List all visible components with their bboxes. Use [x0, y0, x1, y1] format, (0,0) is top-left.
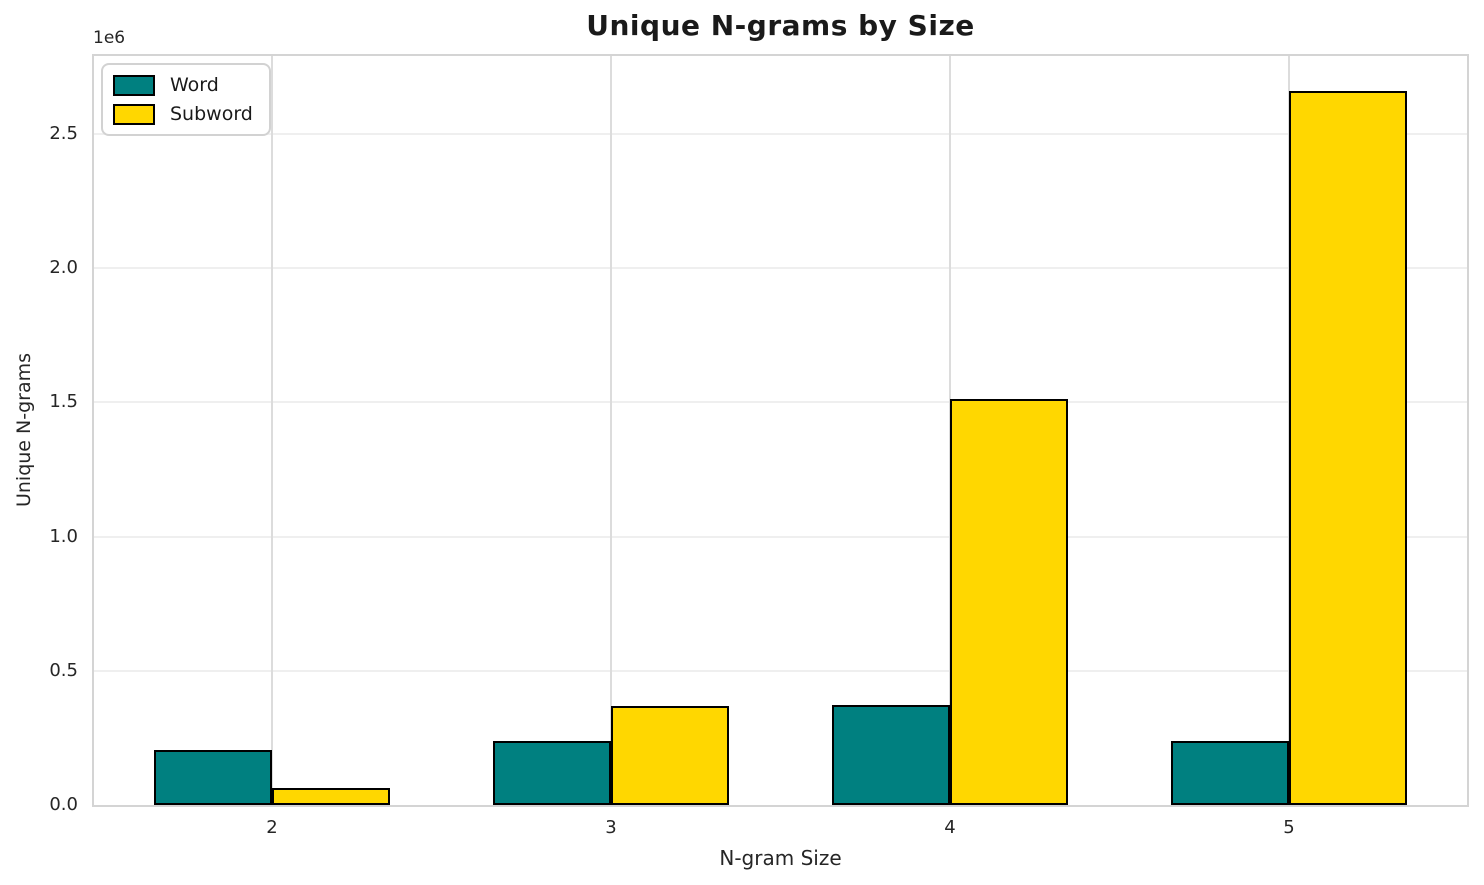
bar-word-4 — [832, 705, 950, 805]
x-axis-label: N-gram Size — [719, 846, 842, 870]
y-tick-label: 2.5 — [49, 122, 78, 144]
bar-subword-5 — [1289, 91, 1407, 805]
gridline-horizontal — [94, 669, 1467, 672]
gridline-vertical — [610, 56, 612, 805]
x-tick-label: 4 — [944, 817, 956, 838]
gridline-vertical — [271, 56, 273, 805]
legend: Word Subword — [101, 63, 271, 136]
y-axis-label: Unique N-grams — [13, 352, 35, 508]
gridline-horizontal — [94, 267, 1467, 270]
legend-swatch-subword — [113, 103, 155, 125]
chart-title: Unique N-grams by Size — [586, 9, 975, 42]
legend-item-subword: Subword — [113, 103, 253, 125]
legend-swatch-word — [113, 74, 155, 96]
legend-label-subword: Subword — [170, 103, 253, 125]
y-tick-label: 0.0 — [49, 794, 78, 815]
y-tick-label: 1.5 — [49, 391, 78, 413]
bar-subword-4 — [950, 399, 1068, 805]
y-axis-offset-label: 1e6 — [93, 28, 126, 48]
bar-subword-2 — [272, 788, 390, 805]
gridline-horizontal — [94, 132, 1467, 135]
bar-word-3 — [493, 741, 611, 805]
y-tick-label: 2.0 — [49, 257, 78, 279]
plot-area: Word Subword — [92, 54, 1469, 807]
bar-word-2 — [154, 750, 272, 805]
bar-word-5 — [1171, 741, 1289, 805]
bar-subword-3 — [611, 706, 729, 805]
y-tick-label: 0.5 — [49, 659, 78, 681]
gridline-horizontal — [94, 401, 1467, 404]
legend-item-word: Word — [113, 74, 253, 96]
x-tick-label: 5 — [1283, 817, 1295, 838]
gridline-horizontal — [94, 535, 1467, 538]
x-tick-label: 3 — [605, 817, 617, 838]
legend-label-word: Word — [170, 74, 219, 96]
y-tick-label: 1.0 — [49, 525, 78, 547]
x-tick-label: 2 — [266, 817, 278, 838]
